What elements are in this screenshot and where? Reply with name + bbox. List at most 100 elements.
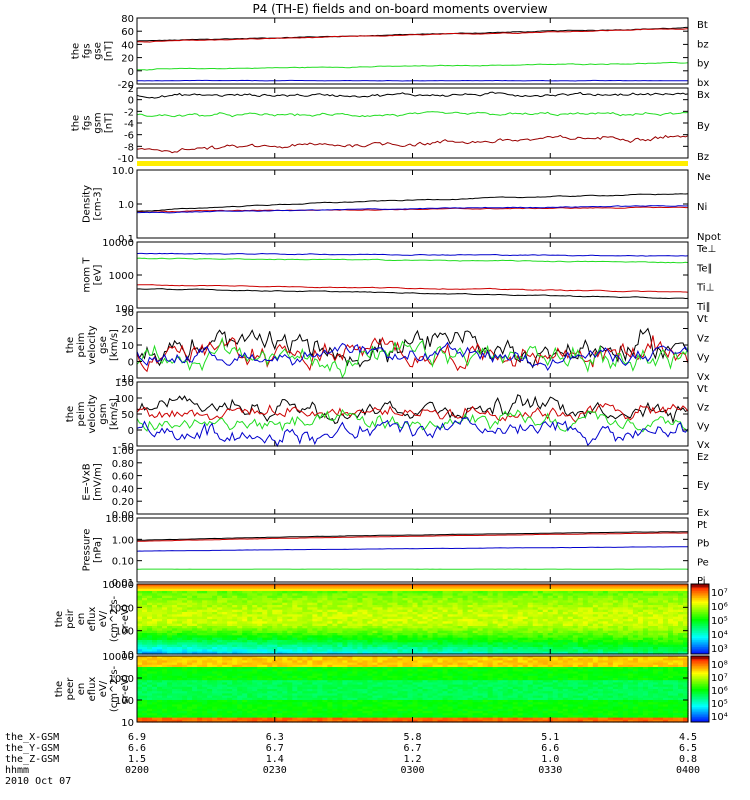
y-tick-label: 10 xyxy=(121,341,134,352)
x-axis-value: 0300 xyxy=(400,765,424,776)
legend-Vx: Vx xyxy=(697,440,710,451)
svg-text:the: the xyxy=(65,337,76,353)
legend-Bx: Bx xyxy=(697,90,710,101)
y-tick-label: 150 xyxy=(115,378,134,389)
y-tick-label: -2 xyxy=(124,107,134,118)
y-axis-label: the fgs gse [nT] xyxy=(71,41,115,61)
heatmap-cells xyxy=(137,656,689,723)
x-axis-value: 0230 xyxy=(263,765,287,776)
panel-peer_en_eflux: 10⁸ 10⁷ 10⁶ 10⁵ 10⁴ 10000 1000 100 10 the peer en ef… xyxy=(54,652,728,729)
series-Ni xyxy=(136,193,689,212)
y-tick-label: 10.0 xyxy=(112,166,134,177)
colorbar-label: 10⁴ xyxy=(711,630,728,641)
x-axis-value: 0400 xyxy=(676,765,700,776)
legend-Ey: Ey xyxy=(697,480,709,491)
y-tick-label: -10 xyxy=(118,154,134,165)
x-axis-value: 6.5 xyxy=(679,743,697,754)
legend-Ti⊥: Ti⊥ xyxy=(696,283,714,294)
svg-text:[nT]: [nT] xyxy=(104,41,115,61)
panel-peim_velocity_gsm: Vt Vz Vy Vx 150 100 50 0 -50 the peim velocity gsm [k… xyxy=(65,378,710,453)
svg-text:fgs: fgs xyxy=(82,115,93,130)
legend-Bz: Bz xyxy=(697,152,709,163)
y-axis-label: the peir en eflux eV/(cm^2-s-sr-eV) xyxy=(54,595,131,642)
svg-text:velocity: velocity xyxy=(87,394,98,433)
y-tick-label: 0 xyxy=(128,96,134,107)
series-Vy xyxy=(136,408,689,433)
y-tick-label: 1000 xyxy=(109,603,134,614)
y-tick-label: 0 xyxy=(128,426,134,437)
y-tick-label: 0.40 xyxy=(112,484,134,495)
svg-text:the: the xyxy=(71,43,82,59)
y-tick-label: 1.00 xyxy=(112,535,134,546)
legend-Bt: Bt xyxy=(697,20,708,31)
y-axis-label: Pressure [nPa] xyxy=(82,529,104,572)
x-axis-value: 5.8 xyxy=(403,732,421,743)
y-tick-label: 20 xyxy=(121,325,134,336)
legend-Vz: Vz xyxy=(697,333,709,344)
y-axis-label: the fgs gsm [nT] xyxy=(71,112,115,133)
x-axis-value: 6.3 xyxy=(266,732,284,743)
heatmap-cells xyxy=(137,584,689,655)
x-axis-row-label: hhmm xyxy=(5,765,29,776)
svg-text:(cm^2-s-: (cm^2-s- xyxy=(109,595,120,642)
x-axis-value: 1.5 xyxy=(128,754,146,765)
legend-Vy: Vy xyxy=(697,353,710,364)
x-axis-value: 1.2 xyxy=(403,754,421,765)
y-tick-label: -6 xyxy=(124,131,134,142)
legend-bz: bz xyxy=(697,39,709,50)
legend-Vt: Vt xyxy=(697,384,708,395)
panel-pressure: Pt Pb Pe Pi 10.00 1.00 0.10 0.01 Pressure [nPa] xyxy=(82,514,710,589)
svg-text:eV/: eV/ xyxy=(98,610,109,627)
colorbar: 10⁸ 10⁷ 10⁶ 10⁵ 10⁴ xyxy=(690,655,728,723)
svg-text:[cm-3]: [cm-3] xyxy=(93,187,104,220)
x-axis-value: 1.4 xyxy=(266,754,284,765)
panel-fgs_gse: Bt bz by bx 80 60 40 20 0 -20 the fgs gse [nT] xyxy=(71,14,710,91)
y-axis-label: E=-VxB [mV/m] xyxy=(82,463,104,501)
x-axis-value: 0200 xyxy=(125,765,149,776)
y-axis-label: the peim velocity gsm [km/s] xyxy=(65,394,120,433)
colorbar-label: 10⁶ xyxy=(711,602,728,613)
series-Ti⊥ xyxy=(136,252,689,257)
legend-Ez: Ez xyxy=(697,452,709,463)
y-tick-label: -4 xyxy=(124,119,134,130)
colorbar-label: 10⁶ xyxy=(711,686,728,697)
series-Te∥ xyxy=(136,288,689,300)
panel-frame xyxy=(136,87,689,159)
svg-text:sr-eV): sr-eV) xyxy=(120,604,131,633)
series-Vt xyxy=(136,327,689,369)
y-tick-label: 1.0 xyxy=(118,200,134,211)
svg-text:peim: peim xyxy=(76,401,87,426)
panel-peim_velocity_gse: Vt Vz Vy Vx 30 20 10 0 -10 the peim velocity gse [km/… xyxy=(65,308,710,385)
legend-Pe: Pe xyxy=(697,557,709,568)
panel-mom_t: Te⊥ Te∥ Ti⊥ Ti∥ 10000 1000 100 mom T [eV] xyxy=(82,238,717,315)
colorbar: 10⁷ 10⁶ 10⁵ 10⁴ 10³ xyxy=(690,583,728,655)
y-axis-label: the peer en eflux eV/(cm^2-s-sr-eV) xyxy=(54,665,131,712)
y-tick-label: 50 xyxy=(121,410,134,421)
y-tick-label: -8 xyxy=(124,142,134,153)
y-axis-label: the peim velocity gse [km/s] xyxy=(65,325,120,364)
series-Bx xyxy=(136,91,689,99)
series-Pb xyxy=(137,532,688,542)
yellow-flag-bar xyxy=(137,161,688,166)
y-tick-label: 0.20 xyxy=(112,497,134,508)
colorbar-label: 10⁵ xyxy=(711,699,728,710)
y-tick-label: 100 xyxy=(115,394,134,405)
x-axis-value: 5.1 xyxy=(541,732,559,743)
y-tick-label: 10 xyxy=(121,650,134,661)
series-Bz xyxy=(136,134,689,154)
svg-text:[mV/m]: [mV/m] xyxy=(93,463,104,501)
y-tick-label: 30 xyxy=(121,308,134,319)
legend-Vz: Vz xyxy=(697,403,709,414)
series-Te⊥ xyxy=(136,284,689,293)
legend-Pt: Pt xyxy=(697,520,707,531)
x-axis-date: 2010 Oct 07 xyxy=(5,776,71,787)
y-tick-label: 0.00 xyxy=(112,510,134,521)
colorbar-label: 10⁷ xyxy=(711,673,728,684)
svg-text:gse: gse xyxy=(98,336,109,354)
y-tick-label: 2 xyxy=(128,84,134,95)
x-axis-value: 6.6 xyxy=(541,743,559,754)
legend-Ti∥: Ti∥ xyxy=(696,302,711,313)
legend-Te∥: Te∥ xyxy=(696,263,713,274)
y-tick-label: 0.60 xyxy=(112,472,134,483)
